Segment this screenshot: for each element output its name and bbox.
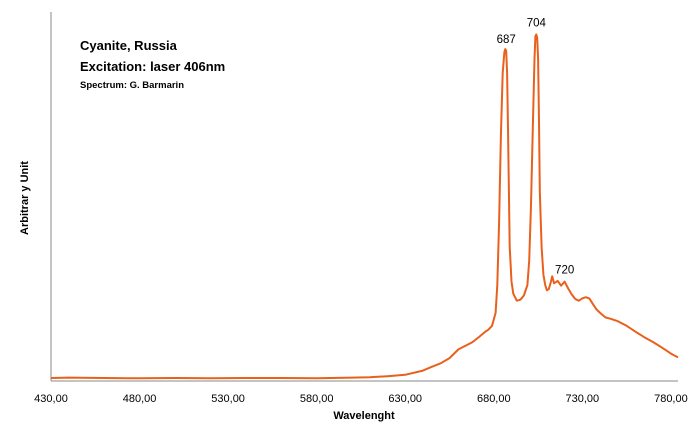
x-tick-labels: 430,00 480,00 530,00 580,00 630,00 680,00 730,…	[34, 393, 688, 405]
peak-labels: 687 704 720	[497, 17, 575, 276]
x-tick-label: 680,00	[477, 393, 511, 405]
peak-label: 687	[497, 34, 516, 46]
x-tick-label: 530,00	[211, 393, 245, 405]
x-tick-label: 430,00	[34, 393, 68, 405]
chart-credit: Spectrum: G. Barmarin	[80, 80, 184, 91]
x-tick-label: 630,00	[388, 393, 422, 405]
peak-label: 704	[527, 17, 547, 29]
x-tick-label: 730,00	[566, 393, 600, 405]
chart-title-line-2: Excitation: laser 406nm	[80, 59, 225, 74]
y-axis-label: Arbitrar y Unit	[19, 161, 31, 235]
x-tick-label: 580,00	[300, 393, 334, 405]
x-axis-label: Wavelenght	[333, 410, 395, 422]
peak-label: 720	[555, 265, 574, 277]
x-tick-label: 780,00	[654, 393, 688, 405]
x-tick-label: 480,00	[123, 393, 157, 405]
spectrum-line	[50, 33, 679, 380]
chart-title-line-1: Cyanite, Russia	[80, 38, 178, 53]
plot-area	[50, 33, 679, 380]
